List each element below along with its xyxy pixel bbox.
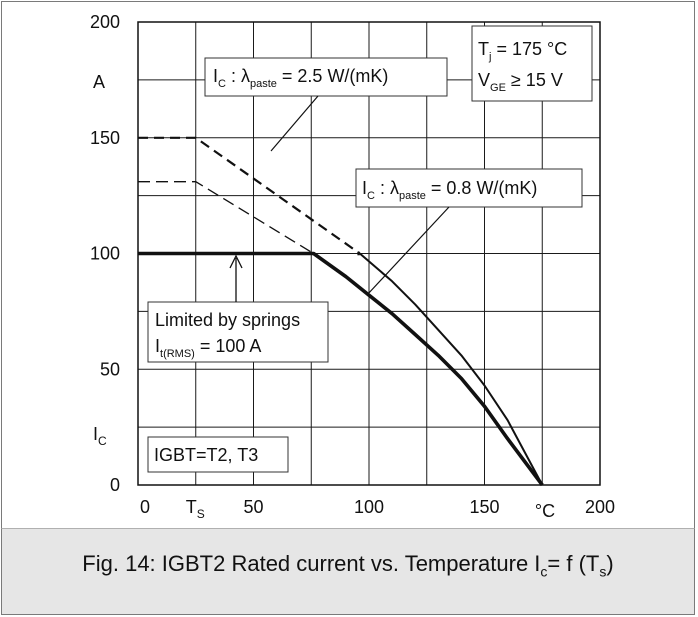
x-tick-label: 100: [354, 497, 384, 517]
series-line-solid-thin: [359, 252, 544, 486]
x-tick-label: 50: [243, 497, 263, 517]
conditions-box: [471, 25, 593, 102]
tick-layer: 0 50 100 150 200 0 50 100 150 200 TS °C A IC: [90, 12, 615, 521]
series-line-dashed-thin: [138, 181, 314, 255]
y-tick-label: 50: [100, 359, 120, 379]
y-tick-label: 100: [90, 244, 120, 264]
y-symbol-label: IC: [93, 424, 107, 448]
y-tick-label: 200: [90, 12, 120, 32]
x-unit-label: °C: [535, 501, 555, 521]
y-tick-label: 150: [90, 128, 120, 148]
caption-mid: = f (T: [547, 551, 600, 576]
condition-vge: VGE ≥ 15 V: [478, 70, 563, 94]
x-tick-label: 150: [469, 497, 499, 517]
condition-tj: Tj = 175 °C: [478, 39, 567, 63]
device-box: [147, 436, 289, 473]
chart: IC : λpaste = 2.5 W/(mK) IC : λpaste = 0.…: [90, 12, 615, 521]
caption-sub-s: s: [599, 563, 607, 580]
caption-sub-c: c: [540, 563, 548, 580]
label-lambda-25: IC : λpaste = 2.5 W/(mK): [213, 66, 388, 90]
leader-line-lambda-08: [366, 206, 450, 296]
label-box-lambda-08: [355, 168, 583, 208]
caption-suffix: ): [606, 551, 614, 576]
springs-line-1: Limited by springs: [155, 310, 300, 330]
x-tick-label-ts: TS: [186, 497, 205, 521]
y-unit-label: A: [93, 72, 105, 92]
series-layer: [138, 136, 544, 487]
label-lambda-08: IC : λpaste = 0.8 W/(mK): [362, 178, 537, 202]
y-tick-label: 0: [110, 475, 120, 495]
springs-line-2: It(RMS) = 100 A: [155, 336, 261, 360]
caption-prefix: Fig. 14: IGBT2 Rated current vs. Tempera…: [82, 551, 541, 576]
x-tick-label: 0: [140, 497, 150, 517]
series-line-dashed-thick: [138, 136, 361, 255]
series-line-solid-thick: [138, 251, 544, 487]
label-box-lambda-25: [204, 57, 448, 97]
leader-line-lambda-25: [270, 95, 319, 152]
springs-arrow-head: [229, 254, 243, 269]
springs-box: [147, 301, 329, 363]
figure-caption: Fig. 14: IGBT2 Rated current vs. Tempera…: [2, 551, 694, 579]
device-label: IGBT=T2, T3: [154, 445, 258, 465]
annotation-layer: IC : λpaste = 2.5 W/(mK) IC : λpaste = 0.…: [147, 25, 593, 473]
x-tick-label: 200: [585, 497, 615, 517]
caption-bar: Fig. 14: IGBT2 Rated current vs. Tempera…: [1, 528, 695, 615]
